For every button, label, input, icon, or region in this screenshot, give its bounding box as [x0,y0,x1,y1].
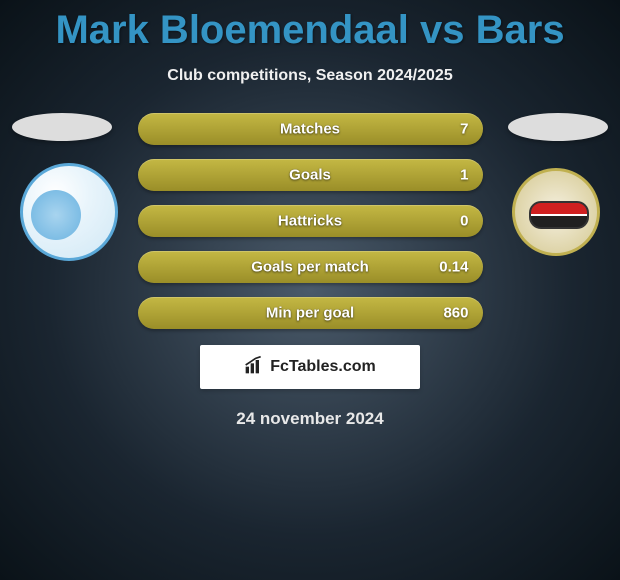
bar-value: 1 [460,167,468,184]
bar-label: Goals [138,167,483,184]
bar-row-matches: Matches 7 [138,113,483,145]
left-team-badge [20,163,118,261]
chart-icon [244,355,264,380]
stats-bars: Matches 7 Goals 1 Hattricks 0 Goals per … [138,113,483,329]
page-subtitle: Club competitions, Season 2024/2025 [0,67,620,85]
bar-row-hattricks: Hattricks 0 [138,205,483,237]
brand-text: FcTables.com [270,358,376,376]
bar-row-min-per-goal: Min per goal 860 [138,297,483,329]
bar-value: 0 [460,213,468,230]
bar-value: 7 [460,121,468,138]
right-team-badge [512,168,600,256]
page-title: Mark Bloemendaal vs Bars [0,0,620,53]
bar-row-goals: Goals 1 [138,159,483,191]
footer-date: 24 november 2024 [0,409,620,429]
bar-value: 860 [443,305,468,322]
brand-badge: FcTables.com [200,345,420,389]
bar-value: 0.14 [439,259,468,276]
bar-label: Matches [138,121,483,138]
content-area: Matches 7 Goals 1 Hattricks 0 Goals per … [0,113,620,429]
left-player-ellipse [12,113,112,141]
bar-row-goals-per-match: Goals per match 0.14 [138,251,483,283]
bar-label: Goals per match [138,259,483,276]
bar-label: Hattricks [138,213,483,230]
right-player-ellipse [508,113,608,141]
bar-label: Min per goal [138,305,483,322]
